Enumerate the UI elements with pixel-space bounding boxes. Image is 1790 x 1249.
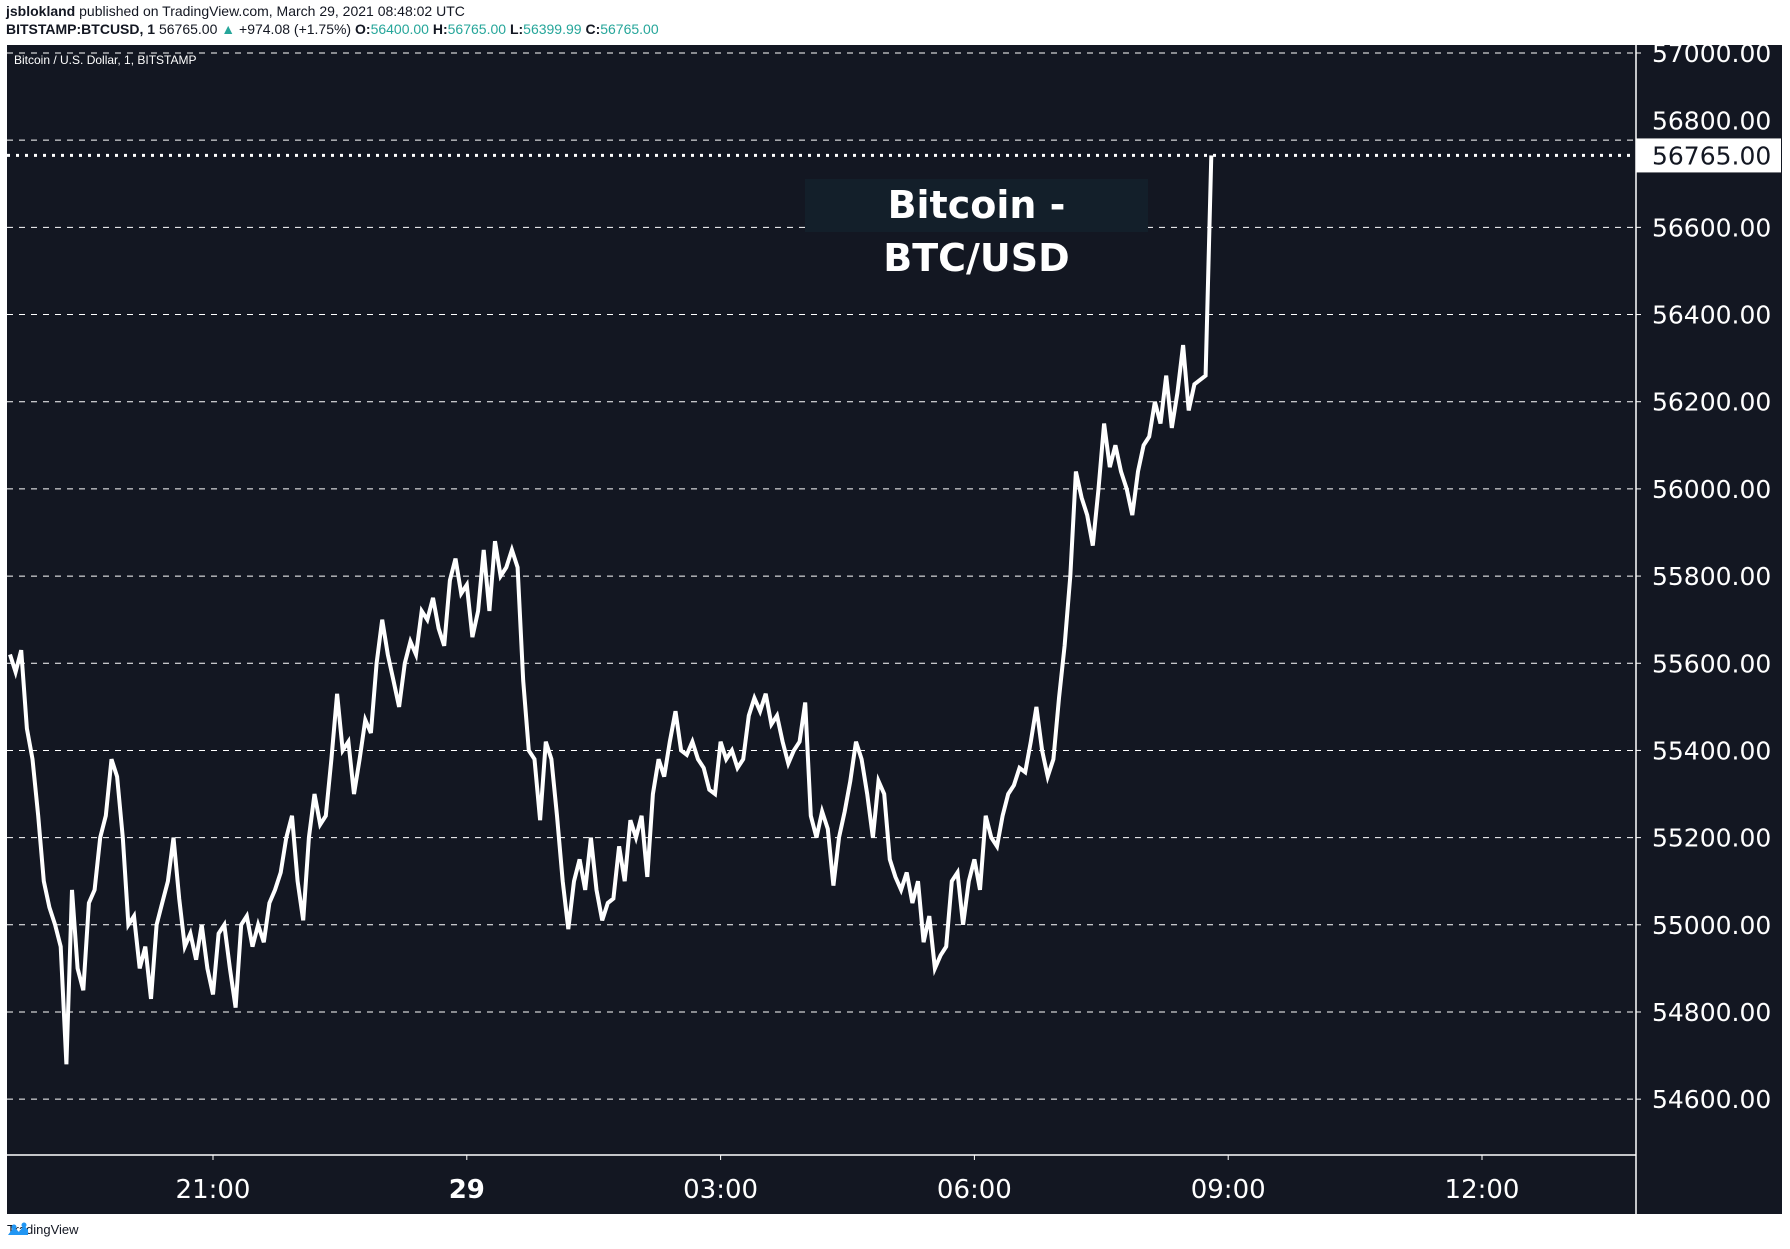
y-tick-label: 54600.00 (1652, 1085, 1771, 1114)
close-value: 56765.00 (600, 21, 659, 37)
y-tick-label: 56000.00 (1652, 475, 1771, 504)
ohlc-bar: BITSTAMP:BTCUSD, 1 56765.00 ▲ +974.08 (+… (6, 21, 659, 37)
tradingview-brand[interactable]: TradingView (7, 1222, 79, 1237)
y-tick-label: 57000.00 (1652, 45, 1771, 68)
low-value: 56399.99 (523, 21, 582, 37)
chart-svg[interactable]: 57000.00 56800.00 56600.00 56400.00 56200.00… (7, 45, 1782, 1214)
open-value: 56400.00 (370, 21, 429, 37)
chart-annotation[interactable]: Bitcoin - BTC/USD (805, 179, 1148, 280)
open-label: O: (355, 21, 371, 37)
high-label: H: (432, 21, 448, 37)
up-triangle-icon: ▲ (221, 21, 236, 37)
y-tick-label: 55600.00 (1652, 649, 1771, 678)
y-tick-label: 56600.00 (1652, 213, 1771, 242)
y-tick-label: 56400.00 (1652, 301, 1771, 330)
current-price-label: 56765.00 (1652, 141, 1771, 170)
publish-text: published on TradingView.com, March 29, … (79, 3, 465, 19)
high-value: 56765.00 (447, 21, 507, 37)
y-tick-label: 56800.00 (1652, 106, 1771, 135)
price-chart[interactable]: 57000.00 56800.00 56600.00 56400.00 56200.00… (7, 45, 1782, 1214)
tradingview-cloud-icon (8, 1222, 28, 1235)
y-tick-label: 55000.00 (1652, 911, 1771, 940)
publish-info: jsblokland published on TradingView.com,… (6, 3, 465, 19)
y-tick-label: 56200.00 (1652, 388, 1771, 417)
close-label: C: (585, 21, 601, 37)
y-tick-label: 55800.00 (1652, 562, 1771, 591)
y-tick-label: 55400.00 (1652, 736, 1771, 765)
current-price-badge (1636, 138, 1781, 173)
x-tick-label: 12:00 (1445, 1175, 1520, 1205)
x-tick-label: 29 (449, 1175, 485, 1205)
low-label: L: (509, 21, 524, 37)
y-tick-label: 55200.00 (1652, 824, 1771, 853)
x-tick-label: 21:00 (176, 1175, 251, 1205)
series-legend: Bitcoin / U.S. Dollar, 1, BITSTAMP (14, 53, 197, 67)
x-tick-label: 03:00 (683, 1175, 758, 1205)
price-line (8, 155, 1214, 1065)
author-name[interactable]: jsblokland (6, 3, 76, 19)
last-price: 56765.00 (158, 21, 218, 37)
x-tick-label: 06:00 (937, 1175, 1012, 1205)
price-change: +974.08 (+1.75%) (239, 21, 352, 37)
x-tick-label: 09:00 (1191, 1175, 1266, 1205)
y-tick-label: 54800.00 (1652, 998, 1771, 1027)
symbol-label: BITSTAMP:BTCUSD, 1 (6, 21, 156, 37)
